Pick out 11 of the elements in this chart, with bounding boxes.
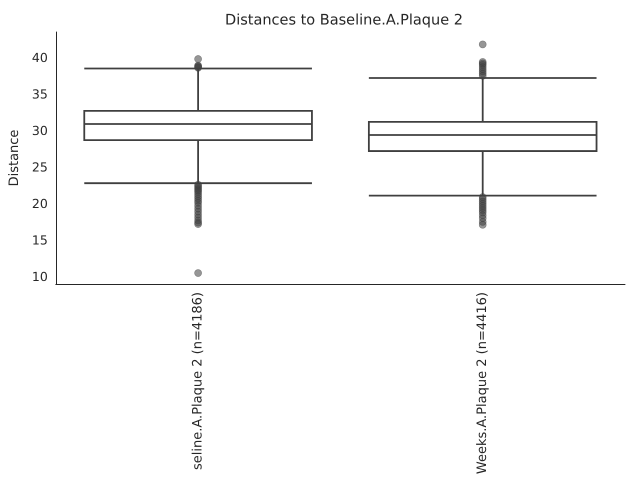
y-tick-label: 15 xyxy=(32,232,48,248)
y-tick-label: 10 xyxy=(32,269,48,284)
y-tick-label: 20 xyxy=(32,196,48,212)
y-tick-label: 25 xyxy=(32,160,48,175)
y-axis-title: Distance xyxy=(7,130,22,186)
chart-title: Distances to Baseline.A.Plaque 2 xyxy=(225,12,463,28)
x-tick-label: Weeks.A.Plaque 2 (n=4416) xyxy=(475,292,490,474)
y-tick-label: 30 xyxy=(32,123,48,138)
x-tick-label: seline.A.Plaque 2 (n=4186) xyxy=(190,292,206,470)
y-tick-label: 35 xyxy=(32,86,48,102)
y-tick-label: 40 xyxy=(32,50,48,66)
